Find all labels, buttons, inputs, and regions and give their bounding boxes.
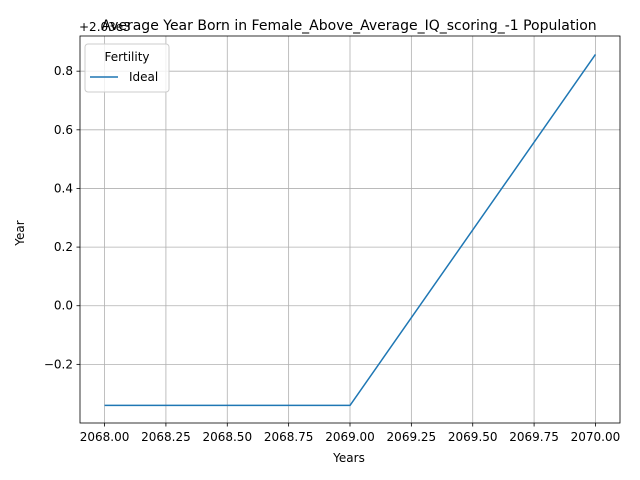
grid-lines [80, 36, 620, 423]
y-tick-label: −0.2 [44, 357, 73, 371]
y-tick-label: 0.0 [54, 299, 73, 313]
x-tick-label: 2069.00 [325, 430, 375, 444]
y-tick-label: 0.4 [54, 181, 73, 195]
y-axis-ticks: −0.2 0.0 0.2 0.4 0.6 0.8 [44, 64, 80, 371]
legend-entry-ideal: Ideal [129, 70, 158, 84]
x-axis-ticks: 2068.00 2068.25 2068.50 2068.75 2069.00 2069.… [80, 423, 621, 444]
x-axis-label: Years [332, 451, 365, 465]
x-tick-label: 2069.75 [509, 430, 559, 444]
x-tick-label: 2069.25 [387, 430, 437, 444]
y-axis-label: Year [13, 220, 27, 246]
x-tick-label: 2068.25 [141, 430, 191, 444]
series-lines [104, 54, 597, 407]
legend-title: Fertility [104, 50, 149, 64]
x-tick-label: 2068.00 [80, 430, 130, 444]
x-tick-label: 2069.50 [448, 430, 498, 444]
x-tick-label: 2070.00 [571, 430, 621, 444]
legend-box [84, 43, 170, 93]
legend: Fertility Ideal [84, 43, 170, 93]
y-tick-label: 0.6 [54, 123, 73, 137]
y-offset-label: +2.03e3 [79, 20, 131, 34]
x-tick-label: 2068.50 [202, 430, 252, 444]
y-tick-label: 0.8 [54, 64, 73, 78]
chart-title: Average Year Born in Female_Above_Averag… [101, 18, 596, 34]
series-line-ideal [104, 54, 597, 407]
x-tick-label: 2068.75 [264, 430, 314, 444]
y-tick-label: 0.2 [54, 240, 73, 254]
